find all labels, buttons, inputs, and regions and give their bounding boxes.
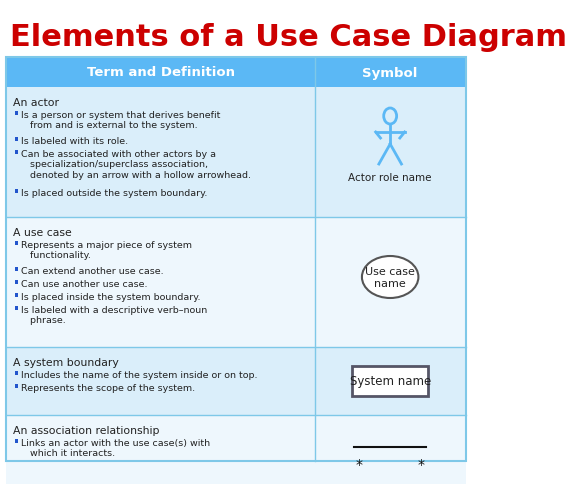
FancyBboxPatch shape [6, 58, 466, 88]
Text: Is a person or system that derives benefit
   from and is external to the system: Is a person or system that derives benef… [21, 111, 221, 130]
Text: Term and Definition: Term and Definition [87, 66, 235, 79]
FancyBboxPatch shape [15, 371, 18, 375]
FancyBboxPatch shape [315, 348, 466, 415]
Text: An association relationship: An association relationship [13, 425, 159, 435]
Text: Is placed outside the system boundary.: Is placed outside the system boundary. [21, 189, 207, 197]
FancyBboxPatch shape [15, 242, 18, 245]
Text: System name: System name [350, 375, 431, 388]
Text: A use case: A use case [13, 227, 71, 238]
Text: Represents a major piece of system
   functionality.: Represents a major piece of system funct… [21, 241, 192, 260]
Text: Actor role name: Actor role name [349, 173, 432, 182]
Text: Can extend another use case.: Can extend another use case. [21, 267, 164, 275]
FancyBboxPatch shape [15, 268, 18, 272]
FancyBboxPatch shape [6, 348, 315, 415]
FancyBboxPatch shape [15, 190, 18, 194]
Text: Can use another use case.: Can use another use case. [21, 279, 147, 288]
FancyBboxPatch shape [15, 138, 18, 142]
Text: Symbol: Symbol [363, 66, 418, 79]
Ellipse shape [362, 257, 418, 298]
FancyBboxPatch shape [15, 151, 18, 155]
Text: Represents the scope of the system.: Represents the scope of the system. [21, 383, 195, 392]
FancyBboxPatch shape [315, 217, 466, 348]
Text: *: * [356, 457, 363, 471]
Text: Links an actor with the use case(s) with
   which it interacts.: Links an actor with the use case(s) with… [21, 438, 210, 457]
Text: Can be associated with other actors by a
   specialization/superclass associatio: Can be associated with other actors by a… [21, 150, 251, 180]
FancyBboxPatch shape [15, 439, 18, 443]
Text: Is labeled with its role.: Is labeled with its role. [21, 136, 128, 146]
FancyBboxPatch shape [352, 366, 428, 396]
FancyBboxPatch shape [15, 293, 18, 297]
Text: An actor: An actor [13, 98, 59, 108]
FancyBboxPatch shape [15, 306, 18, 310]
Text: Elements of a Use Case Diagram: Elements of a Use Case Diagram [10, 23, 567, 52]
Text: Includes the name of the system inside or on top.: Includes the name of the system inside o… [21, 370, 257, 379]
FancyBboxPatch shape [315, 88, 466, 217]
Text: *: * [418, 457, 425, 471]
Text: A system boundary: A system boundary [13, 357, 119, 367]
Text: Use case
name: Use case name [365, 267, 415, 288]
FancyBboxPatch shape [6, 415, 315, 484]
FancyBboxPatch shape [15, 112, 18, 116]
FancyBboxPatch shape [6, 217, 315, 348]
FancyBboxPatch shape [15, 280, 18, 285]
Text: Is placed inside the system boundary.: Is placed inside the system boundary. [21, 292, 201, 302]
FancyBboxPatch shape [315, 415, 466, 484]
FancyBboxPatch shape [15, 384, 18, 388]
FancyBboxPatch shape [6, 88, 315, 217]
Text: Is labeled with a descriptive verb–noun
   phrase.: Is labeled with a descriptive verb–noun … [21, 305, 207, 325]
